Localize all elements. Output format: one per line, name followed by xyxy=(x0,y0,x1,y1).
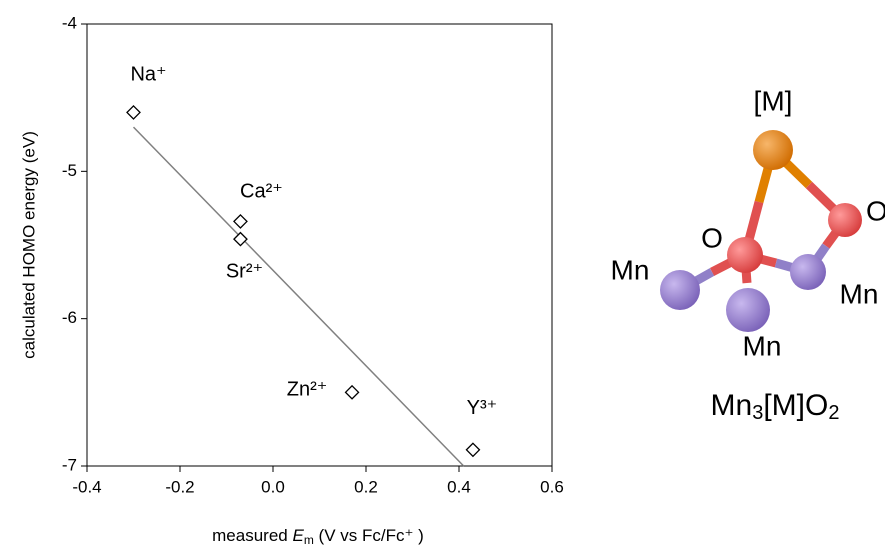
point xyxy=(346,386,359,399)
y-tick-label: -6 xyxy=(62,308,77,327)
atom-label: O xyxy=(701,222,723,253)
atom-metal xyxy=(753,130,793,170)
point xyxy=(234,233,247,246)
point xyxy=(466,443,479,456)
point-label: Ca²⁺ xyxy=(240,181,283,203)
x-tick-label: 0.0 xyxy=(261,477,285,496)
formula-part: 3 xyxy=(752,402,763,424)
formula-part: Mn xyxy=(711,389,753,422)
y-tick-label: -4 xyxy=(62,13,77,32)
atom-label: [M] xyxy=(754,85,793,116)
x-tick-label: -0.4 xyxy=(72,477,101,496)
atom-label: O xyxy=(866,195,885,226)
atom-o xyxy=(828,203,862,237)
plot: calculated HOMO energy (eV) measured Em … xyxy=(19,13,563,547)
molecule: [M] O O Mn Mn Mn Mn3[M]O2 xyxy=(611,85,885,424)
x-label-part: measured xyxy=(212,526,292,545)
atom-mn xyxy=(726,288,770,332)
atom-label: Mn xyxy=(840,278,879,309)
x-tick-label: 0.6 xyxy=(540,477,564,496)
point xyxy=(234,215,247,228)
x-tick-label: 0.4 xyxy=(447,477,471,496)
y-tick-label: -7 xyxy=(62,455,77,474)
point-label: Y³⁺ xyxy=(467,397,498,419)
atom-label: Mn xyxy=(743,330,782,361)
point-label: Sr²⁺ xyxy=(226,260,263,282)
atom-label: Mn xyxy=(611,254,650,285)
point-label: Zn²⁺ xyxy=(287,379,328,401)
x-tick-label: -0.2 xyxy=(165,477,194,496)
atom-o xyxy=(727,237,763,273)
y-tick-label: -5 xyxy=(62,161,77,180)
formula: Mn3[M]O2 xyxy=(711,389,840,424)
x-label-part: m xyxy=(304,533,314,547)
x-tick-label: 0.2 xyxy=(354,477,378,496)
y-axis-label: calculated HOMO energy (eV) xyxy=(19,131,38,359)
trend-line xyxy=(134,127,464,466)
point-label: Na⁺ xyxy=(130,64,166,86)
x-label-part: (V vs Fc/Fc⁺ ) xyxy=(314,526,424,545)
page: calculated HOMO energy (eV) measured Em … xyxy=(0,0,885,551)
x-axis-label: measured Em (V vs Fc/Fc⁺ ) xyxy=(212,526,424,547)
x-label-part: E xyxy=(292,526,304,545)
atom-mn xyxy=(660,270,700,310)
formula-part: [M]O xyxy=(763,389,828,422)
atom-mn xyxy=(790,254,826,290)
point xyxy=(127,106,140,119)
formula-part: 2 xyxy=(828,402,839,424)
